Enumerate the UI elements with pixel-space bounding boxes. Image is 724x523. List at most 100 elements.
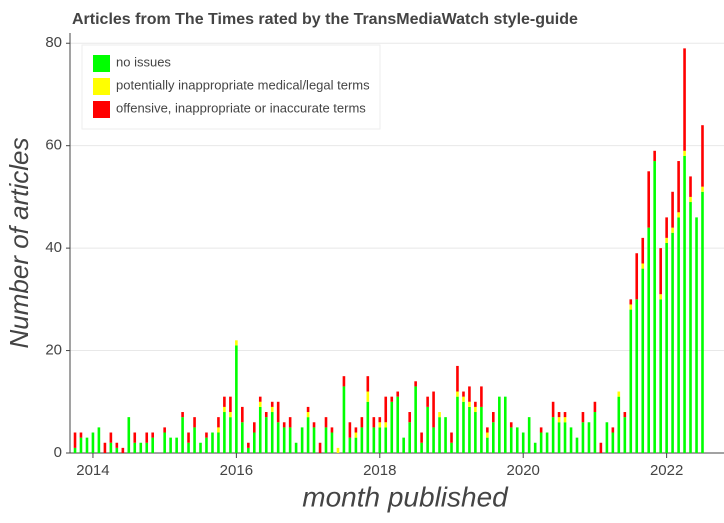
bar-segment	[229, 417, 232, 453]
bar-segment	[342, 386, 346, 453]
bar-segment	[288, 417, 292, 428]
bar-segment	[509, 427, 513, 453]
bar-segment	[689, 176, 692, 197]
bar-segment	[414, 381, 417, 387]
bar-segment	[235, 345, 238, 453]
bar-segment	[617, 396, 621, 453]
bar-segment	[474, 401, 477, 407]
bar-segment	[384, 396, 388, 423]
bar-segment	[629, 309, 633, 453]
y-tick-label: 60	[45, 137, 62, 154]
bar-segment	[270, 401, 274, 407]
bar-segment	[282, 422, 286, 428]
bar-segment	[193, 427, 196, 453]
bar-segment	[677, 161, 680, 213]
legend-label: offensive, inappropriate or inaccurate t…	[116, 100, 366, 115]
bar-segment	[414, 386, 417, 453]
bar-segment	[241, 422, 244, 453]
bar-segment	[372, 417, 376, 428]
bar-segment	[330, 432, 334, 453]
bar-segment	[205, 437, 208, 453]
bar-segment	[181, 417, 184, 453]
bar-segment	[282, 427, 286, 453]
bar-segment	[384, 422, 388, 428]
bar-segment	[115, 447, 119, 453]
bar-segment	[384, 427, 388, 453]
bar-segment	[611, 427, 615, 433]
x-tick-label: 2018	[363, 462, 396, 479]
bar-segment	[456, 391, 459, 397]
bar-segment	[151, 437, 154, 453]
bar-segment	[396, 396, 400, 453]
bar-segment	[288, 427, 292, 453]
bar-segment	[474, 406, 477, 413]
x-axis-label: month published	[302, 481, 509, 512]
bar-segment	[187, 442, 190, 453]
bar-segment	[462, 391, 465, 397]
bar-segment	[515, 427, 519, 453]
legend-label: potentially inappropriate medical/legal …	[116, 77, 370, 92]
bar-segment	[163, 432, 166, 453]
bar-segment	[665, 243, 668, 453]
bar-segment	[426, 396, 429, 407]
bar-segment	[252, 432, 256, 453]
bar-segment	[247, 447, 250, 453]
bar-segment	[223, 412, 226, 453]
bar-segment	[557, 417, 561, 423]
bar-segment	[145, 432, 149, 443]
bar-segment	[539, 432, 543, 453]
bar-segment	[623, 417, 627, 453]
bar-segment	[563, 412, 567, 418]
bar-segment	[366, 391, 370, 402]
bar-segment	[474, 412, 477, 453]
legend-swatch	[93, 78, 110, 95]
bar-segment	[551, 401, 555, 418]
bar-segment	[468, 406, 471, 453]
bar-segment	[677, 212, 680, 218]
bar-segment	[408, 412, 411, 423]
bar-segment	[73, 447, 77, 453]
bar-segment	[258, 406, 262, 453]
bar-segment	[641, 268, 645, 453]
bar-segment	[91, 432, 95, 453]
bar-segment	[683, 155, 686, 454]
bar-segment	[252, 422, 256, 433]
legend: no issues potentially inappropriate medic…	[81, 44, 381, 130]
bar-segment	[462, 401, 465, 453]
bar-segment	[647, 227, 651, 453]
bar-segment	[641, 237, 645, 264]
bar-segment	[689, 202, 692, 453]
bar-segment	[366, 401, 370, 453]
bar-segment	[629, 304, 633, 310]
bar-segment	[103, 442, 107, 453]
bar-segment	[217, 432, 220, 453]
bar-segment	[324, 417, 328, 428]
bar-segment	[605, 422, 609, 453]
bar-segment	[563, 422, 567, 453]
bar-segment	[247, 442, 250, 448]
bar-segment	[139, 442, 143, 453]
bar-segment	[581, 412, 585, 423]
bar-segment	[432, 427, 435, 453]
bar-segment	[264, 412, 268, 418]
bar-segment	[223, 406, 226, 413]
bar-segment	[145, 442, 149, 453]
bar-segment	[623, 412, 627, 418]
bar-segment	[486, 427, 489, 433]
legend-label: no issues	[116, 54, 171, 69]
bar-segment	[599, 442, 603, 453]
bar-segment	[456, 365, 459, 392]
bar-segment	[665, 217, 668, 238]
y-tick-label: 20	[45, 342, 62, 359]
x-tick-label: 2014	[76, 462, 109, 479]
bar-segment	[121, 447, 125, 453]
x-tick-label: 2022	[650, 462, 683, 479]
bar-segment	[133, 442, 137, 453]
bar-segment	[378, 417, 382, 423]
bar-segment	[276, 422, 280, 453]
bar-segment	[671, 227, 674, 233]
bar-segment	[647, 171, 651, 228]
bar-segment	[306, 417, 310, 453]
bar-segment	[486, 437, 489, 453]
bar-segment	[486, 432, 489, 438]
